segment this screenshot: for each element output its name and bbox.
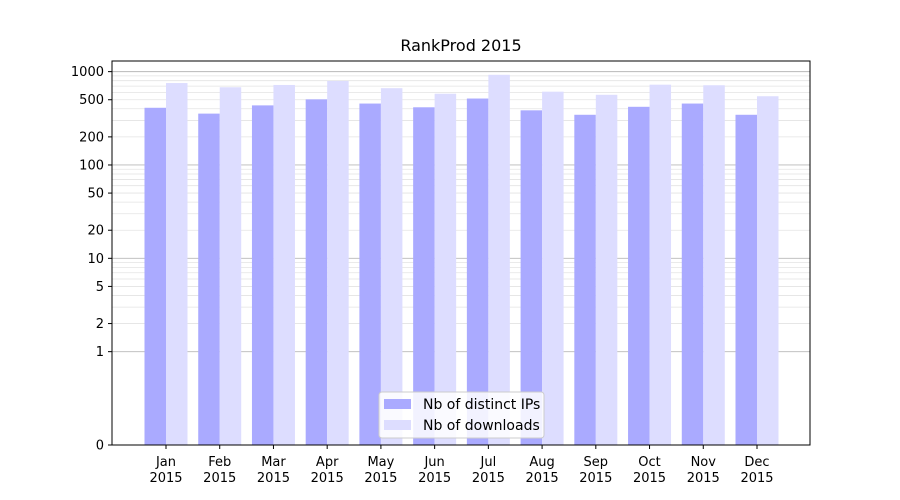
x-tick-label: Aug 2015 <box>526 455 559 486</box>
bar-distinct-ips <box>144 107 166 445</box>
bar-downloads <box>757 96 779 446</box>
y-tick-label: 100 <box>79 158 104 173</box>
bar-distinct-ips <box>359 103 381 445</box>
x-tick-label: Nov 2015 <box>687 455 720 486</box>
bar-downloads <box>273 84 295 446</box>
y-tick-label: 0 <box>96 439 104 454</box>
plot-frame <box>111 60 811 446</box>
bar-series <box>144 74 779 446</box>
bar-distinct-ips <box>466 98 489 445</box>
bar-downloads <box>434 93 457 445</box>
bar-downloads <box>380 88 403 446</box>
y-tick-label: 200 <box>79 130 104 145</box>
y-tick-label: 1 <box>96 345 104 360</box>
x-tick-label: Feb 2015 <box>203 455 236 486</box>
bar-downloads <box>703 85 725 445</box>
x-tick-label: Jul 2015 <box>472 455 505 486</box>
bar-downloads <box>219 87 242 445</box>
x-tick-label: Sep 2015 <box>579 455 612 486</box>
bar-downloads <box>327 80 349 446</box>
y-tick-label: 1000 <box>71 65 104 80</box>
legend-label: Nb of downloads <box>423 418 540 434</box>
legend-swatch <box>384 420 411 430</box>
bar-distinct-ips <box>681 103 704 445</box>
bar-distinct-ips <box>198 113 220 446</box>
x-axis-ticks: Jan 2015 Feb 2015 Mar 2015 Apr 2015 May 2015 Jun 20… <box>149 445 774 486</box>
chart-title: RankProd 2015 <box>400 36 521 55</box>
x-tick-label: Mar 2015 <box>257 455 290 486</box>
bar-downloads <box>542 91 564 445</box>
bar-distinct-ips <box>305 99 328 446</box>
bar-distinct-ips <box>251 105 274 446</box>
y-tick-label: 5 <box>96 280 104 295</box>
x-tick-label: Jan 2015 <box>149 455 182 486</box>
x-tick-label: Dec 2015 <box>740 455 773 486</box>
y-tick-label: 2 <box>96 317 104 332</box>
bar-distinct-ips <box>735 114 757 446</box>
axes <box>111 60 811 446</box>
bar-distinct-ips <box>628 106 650 445</box>
legend: Nb of distinct IPs Nb of downloads <box>378 391 545 439</box>
x-tick-label: May 2015 <box>364 455 397 486</box>
bar-distinct-ips <box>520 110 543 445</box>
bar-downloads <box>166 83 188 445</box>
y-tick-label: 50 <box>87 187 104 202</box>
x-tick-label: Jun 2015 <box>418 455 451 486</box>
bar-downloads <box>488 74 510 446</box>
legend-swatch <box>384 399 411 409</box>
y-tick-label: 20 <box>87 224 104 239</box>
bar-distinct-ips <box>574 114 596 446</box>
x-tick-label: Oct 2015 <box>633 455 666 486</box>
legend-label: Nb of distinct IPs <box>423 397 540 413</box>
bar-downloads <box>649 84 672 445</box>
bar-distinct-ips <box>413 107 435 445</box>
y-tick-label: 500 <box>79 93 104 108</box>
y-axis-ticks: 0 1 2 5 10 20 50 100 200 500 1000 <box>71 65 112 454</box>
y-tick-label: 10 <box>87 252 104 267</box>
bar-downloads <box>595 94 618 446</box>
legend-box <box>378 391 545 439</box>
x-tick-label: Apr 2015 <box>311 455 344 486</box>
